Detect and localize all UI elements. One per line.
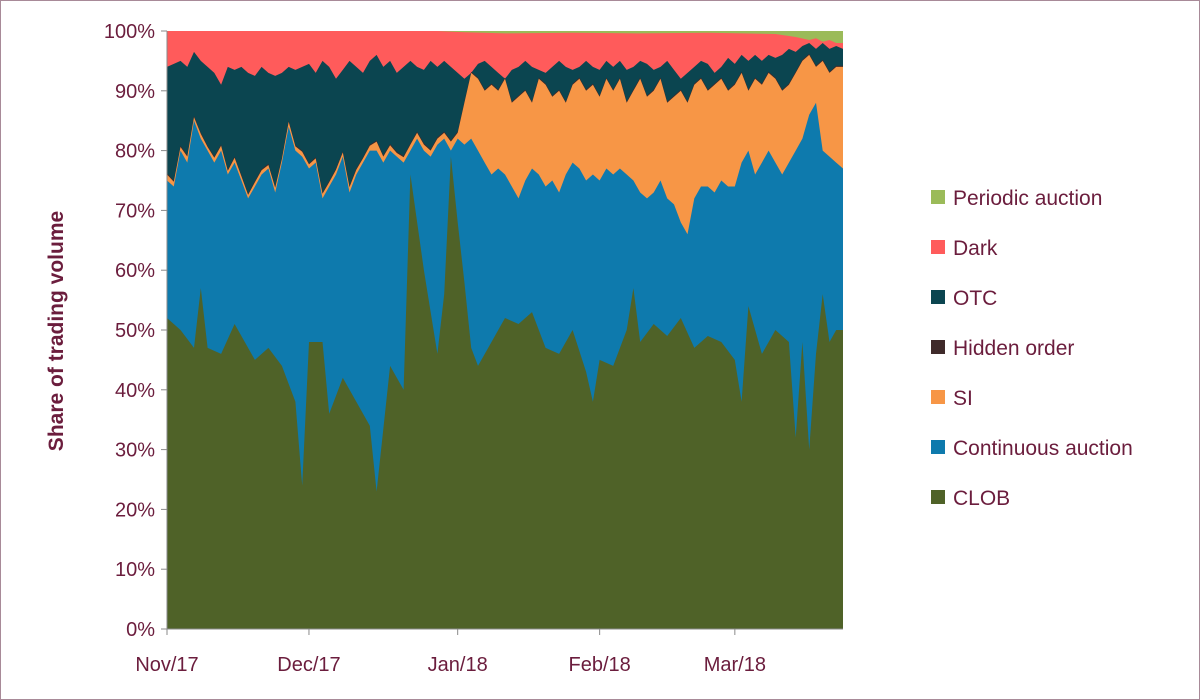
legend-label: Dark bbox=[953, 237, 998, 260]
legend-label: OTC bbox=[953, 287, 997, 310]
legend-swatch bbox=[931, 240, 945, 254]
y-tick-labels: 0% 10% 20% 30% 40% 50% 60% 70% 80% 90% 100% bbox=[104, 21, 167, 641]
legend-label: Continuous auction bbox=[953, 437, 1133, 460]
legend-swatch bbox=[931, 190, 945, 204]
legend-swatch bbox=[931, 490, 945, 504]
legend-item-continuous-auction: Continuous auction bbox=[931, 437, 1133, 460]
y-axis-label: Share of trading volume bbox=[45, 211, 68, 451]
x-tick-label: Nov/17 bbox=[135, 654, 198, 676]
x-tick-labels: Nov/17 Dec/17 Jan/18 Feb/18 Mar/18 bbox=[135, 629, 766, 676]
legend-item-si: SI bbox=[931, 387, 973, 410]
legend-swatch bbox=[931, 290, 945, 304]
legend-label: CLOB bbox=[953, 487, 1010, 510]
legend-item-periodic-auction: Periodic auction bbox=[931, 187, 1102, 210]
y-tick-label: 50% bbox=[115, 320, 155, 342]
y-tick-label: 20% bbox=[115, 499, 155, 521]
y-tick-label: 80% bbox=[115, 141, 155, 163]
legend-label: Periodic auction bbox=[953, 187, 1102, 210]
y-tick-label: 0% bbox=[126, 619, 155, 641]
x-tick-label: Feb/18 bbox=[569, 654, 631, 676]
y-tick-label: 40% bbox=[115, 380, 155, 402]
legend-label: SI bbox=[953, 387, 973, 410]
x-tick-label: Dec/17 bbox=[277, 654, 340, 676]
legend-label: Hidden order bbox=[953, 337, 1074, 360]
legend: Periodic auction Dark OTC Hidden order SI Con… bbox=[931, 187, 1133, 510]
area-series-group bbox=[167, 31, 843, 630]
area-clob bbox=[167, 156, 843, 629]
y-tick-label: 10% bbox=[115, 559, 155, 581]
x-tick-label: Mar/18 bbox=[704, 654, 766, 676]
x-tick-label: Jan/18 bbox=[428, 654, 488, 676]
y-tick-label: 100% bbox=[104, 21, 155, 43]
y-tick-label: 60% bbox=[115, 260, 155, 282]
y-tick-label: 70% bbox=[115, 200, 155, 222]
legend-item-hidden-order: Hidden order bbox=[931, 337, 1074, 360]
legend-item-dark: Dark bbox=[931, 237, 998, 260]
legend-swatch bbox=[931, 390, 945, 404]
y-tick-label: 90% bbox=[115, 81, 155, 103]
y-tick-label: 30% bbox=[115, 440, 155, 462]
legend-swatch bbox=[931, 340, 945, 354]
legend-item-clob: CLOB bbox=[931, 487, 1010, 510]
legend-swatch bbox=[931, 440, 945, 454]
legend-item-otc: OTC bbox=[931, 287, 997, 310]
